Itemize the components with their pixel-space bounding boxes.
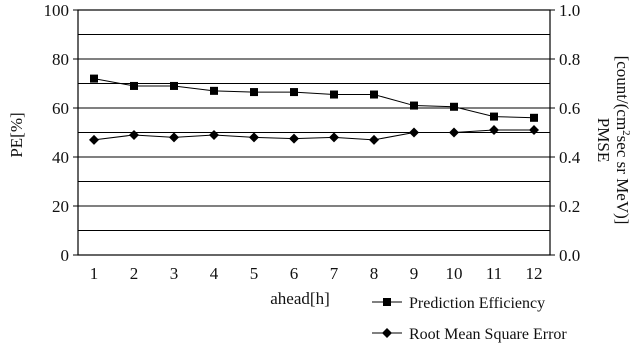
right-axis-label-line1: PMSE <box>594 118 613 162</box>
diamond-marker <box>489 125 499 136</box>
left-tick-label: 60 <box>52 99 69 118</box>
diamond-marker <box>369 134 379 145</box>
diamond-marker <box>529 125 539 136</box>
right-axis-label: PMSE [count/(cm2sec sr MeV)] <box>594 56 632 225</box>
x-tick-label: 6 <box>290 264 299 283</box>
right-tick-label: 0.0 <box>559 246 580 265</box>
diamond-marker <box>169 132 179 143</box>
legend: Prediction Efficiency Root Mean Square Er… <box>372 295 567 343</box>
series-line <box>93 129 534 141</box>
legend-square-marker <box>383 298 391 306</box>
diamond-marker <box>209 129 219 140</box>
square-marker <box>90 74 98 83</box>
right-tick-label: 0.8 <box>559 50 580 69</box>
square-marker <box>490 112 498 121</box>
right-axis-label-line2: [count/(cm2sec sr MeV)] <box>613 56 632 225</box>
x-axis-label: ahead[h] <box>270 289 329 308</box>
plot-frame <box>77 9 551 256</box>
square-marker <box>450 102 458 111</box>
right-tick-label: 1.0 <box>559 1 580 20</box>
square-marker <box>330 90 338 99</box>
series-prediction-efficiency <box>90 74 538 122</box>
x-tick-label: 10 <box>446 264 463 283</box>
square-marker <box>290 88 298 97</box>
x-tick-label: 8 <box>370 264 379 283</box>
right-tick-label: 0.2 <box>559 197 580 216</box>
legend-diamond-marker <box>382 328 392 338</box>
left-axis-label: PE[%] <box>7 112 26 157</box>
left-axis-ticks: 0 20 40 60 80 100 <box>44 1 78 265</box>
diamond-marker <box>89 134 99 145</box>
diamond-marker <box>329 132 339 143</box>
left-tick-label: 100 <box>44 1 70 20</box>
square-marker <box>130 81 138 90</box>
square-marker <box>410 101 418 110</box>
x-tick-label: 2 <box>130 264 139 283</box>
series-group <box>89 74 539 145</box>
square-marker <box>170 81 178 90</box>
x-tick-label: 9 <box>410 264 419 283</box>
square-marker <box>250 88 258 97</box>
left-tick-label: 20 <box>52 197 69 216</box>
square-marker <box>370 90 378 99</box>
diamond-marker <box>129 129 139 140</box>
x-tick-label: 5 <box>250 264 259 283</box>
series-line <box>93 78 535 119</box>
x-tick-label: 1 <box>90 264 99 283</box>
left-tick-label: 80 <box>52 50 69 69</box>
x-tick-label: 12 <box>526 264 543 283</box>
x-tick-label: 11 <box>486 264 502 283</box>
left-tick-label: 40 <box>52 148 69 167</box>
x-axis-ticks: 1 2 3 4 5 6 7 8 9 10 11 12 <box>90 264 543 283</box>
legend-label: Root Mean Square Error <box>409 326 567 343</box>
series-rmse <box>89 125 539 145</box>
square-marker <box>530 113 538 122</box>
left-tick-label: 0 <box>61 246 70 265</box>
right-axis-ticks: 0.0 0.2 0.4 0.6 0.8 1.0 <box>550 1 581 265</box>
square-marker <box>210 86 218 95</box>
diamond-marker <box>289 133 299 144</box>
diamond-marker <box>249 132 259 143</box>
right-tick-label: 0.6 <box>559 99 580 118</box>
diamond-marker <box>409 127 419 138</box>
diamond-marker <box>449 127 459 138</box>
x-tick-label: 7 <box>330 264 339 283</box>
legend-label: Prediction Efficiency <box>409 295 545 312</box>
right-tick-label: 0.4 <box>559 148 581 167</box>
x-tick-label: 4 <box>210 264 219 283</box>
x-tick-label: 3 <box>170 264 179 283</box>
grid-lines <box>78 34 550 231</box>
